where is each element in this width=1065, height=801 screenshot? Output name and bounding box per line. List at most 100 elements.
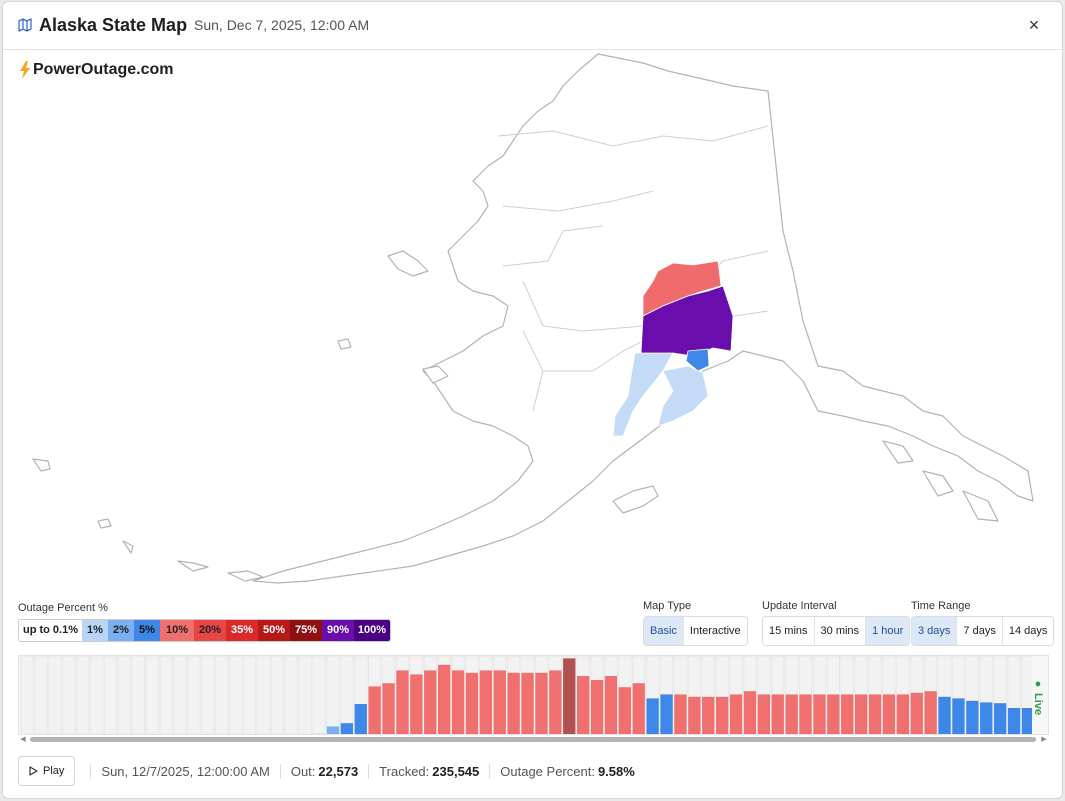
timeline-bar[interactable] bbox=[716, 696, 729, 735]
timeline-bar[interactable] bbox=[312, 733, 326, 735]
timeline-bar[interactable] bbox=[980, 702, 993, 735]
time-range-option[interactable]: 14 days bbox=[1008, 625, 1048, 637]
tracked-label: Tracked: bbox=[379, 763, 430, 779]
timeline-bar[interactable] bbox=[952, 698, 965, 735]
timeline-slot[interactable] bbox=[90, 656, 104, 735]
timeline-slot[interactable] bbox=[20, 656, 34, 735]
update-interval-option[interactable]: 30 mins bbox=[815, 617, 867, 645]
timeline-scrollbar[interactable]: ◀ ▶ bbox=[18, 735, 1049, 744]
timeline-bar[interactable] bbox=[368, 686, 381, 735]
timeline-bars[interactable] bbox=[19, 656, 1048, 735]
timeline-slot[interactable] bbox=[187, 656, 201, 735]
timeline-slot[interactable] bbox=[242, 656, 257, 735]
timeline-bar[interactable] bbox=[702, 696, 715, 735]
out-stat: Out: 22,573 bbox=[279, 763, 368, 779]
timeline-bar[interactable] bbox=[813, 694, 826, 735]
map-type-option[interactable]: Interactive bbox=[689, 625, 741, 637]
timeline-bar[interactable] bbox=[896, 694, 909, 735]
timeline-bar[interactable] bbox=[438, 664, 451, 735]
timeline-slot[interactable] bbox=[34, 656, 48, 735]
timeline-bar[interactable] bbox=[827, 694, 840, 735]
timeline-slot[interactable] bbox=[298, 656, 312, 735]
scroll-left-icon[interactable]: ◀ bbox=[20, 736, 26, 743]
timeline-bar[interactable] bbox=[924, 691, 937, 735]
play-button[interactable]: Play bbox=[18, 756, 76, 786]
timeline-bar[interactable] bbox=[563, 658, 576, 735]
timeline-slot[interactable] bbox=[117, 656, 132, 735]
outage-timeline[interactable] bbox=[18, 655, 1049, 735]
timeline-slot[interactable] bbox=[48, 656, 62, 735]
timeline-slot[interactable] bbox=[103, 656, 118, 735]
timeline-bar[interactable] bbox=[1007, 708, 1021, 735]
timeline-bar[interactable] bbox=[618, 687, 631, 735]
timeline-slot[interactable] bbox=[229, 656, 243, 735]
timeline-slot[interactable] bbox=[270, 656, 284, 735]
timeline-bar[interactable] bbox=[521, 672, 534, 735]
timeline-bar[interactable] bbox=[882, 694, 896, 735]
timeline-bar[interactable] bbox=[966, 700, 979, 735]
timeline-bar[interactable] bbox=[396, 670, 409, 735]
timeline-bar[interactable] bbox=[688, 696, 701, 735]
legend-item: 50% bbox=[258, 620, 290, 641]
timeline-bar[interactable] bbox=[632, 683, 645, 735]
footer-datetime-text: Sun, 12/7/2025, 12:00:00 AM bbox=[101, 763, 270, 779]
timeline-slot[interactable] bbox=[256, 656, 271, 735]
live-indicator[interactable]: ● Live bbox=[1032, 678, 1044, 716]
update-interval-option[interactable]: 1 hour bbox=[866, 617, 910, 645]
timeline-bar[interactable] bbox=[590, 680, 604, 735]
timeline-slot[interactable] bbox=[284, 656, 298, 735]
timeline-bar[interactable] bbox=[910, 692, 923, 735]
timeline-bar[interactable] bbox=[507, 672, 520, 735]
scroll-thumb[interactable] bbox=[30, 737, 1036, 742]
timeline-bar[interactable] bbox=[674, 694, 687, 735]
timeline-bar[interactable] bbox=[938, 696, 951, 735]
timeline-slot[interactable] bbox=[76, 656, 90, 735]
timeline-slot[interactable] bbox=[62, 656, 76, 735]
map-type-option[interactable]: Basic bbox=[644, 617, 684, 645]
footer-datetime: Sun, 12/7/2025, 12:00:00 AM bbox=[90, 763, 279, 779]
timeline-bar[interactable] bbox=[604, 676, 618, 735]
timeline-bar[interactable] bbox=[855, 694, 868, 735]
timeline-bar[interactable] bbox=[994, 703, 1007, 735]
timeline-slot[interactable] bbox=[159, 656, 173, 735]
timeline-bar[interactable] bbox=[729, 694, 743, 735]
timeline-bar[interactable] bbox=[799, 694, 812, 735]
timeline-bar[interactable] bbox=[424, 670, 437, 735]
timeline-bar[interactable] bbox=[340, 723, 353, 735]
alaska-map[interactable] bbox=[3, 51, 1064, 596]
timeline-bar[interactable] bbox=[465, 672, 479, 735]
timeline-bar[interactable] bbox=[785, 694, 798, 735]
timeline-bar[interactable] bbox=[757, 694, 770, 735]
timeline-bar[interactable] bbox=[771, 694, 784, 735]
time-range-option[interactable]: 3 days bbox=[912, 617, 958, 645]
timeline-bar[interactable] bbox=[493, 670, 506, 735]
timeline-slot[interactable] bbox=[201, 656, 215, 735]
timeline-bar[interactable] bbox=[354, 704, 367, 735]
close-button[interactable]: × bbox=[1028, 15, 1040, 35]
timeline-slot[interactable] bbox=[340, 656, 354, 735]
timeline-slot[interactable] bbox=[131, 656, 145, 735]
timeline-bar[interactable] bbox=[1021, 708, 1035, 735]
timeline-slot[interactable] bbox=[215, 656, 229, 735]
timeline-slot[interactable] bbox=[173, 656, 187, 735]
scroll-right-icon[interactable]: ▶ bbox=[1041, 736, 1047, 743]
timeline-slot[interactable] bbox=[326, 656, 340, 735]
update-interval-option[interactable]: 15 mins bbox=[763, 617, 815, 645]
time-range-option[interactable]: 7 days bbox=[957, 617, 1003, 645]
timeline-slot[interactable] bbox=[312, 656, 326, 735]
timeline-bar[interactable] bbox=[326, 726, 340, 735]
modal-header: Alaska State Map Sun, Dec 7, 2025, 12:00… bbox=[3, 2, 1062, 50]
timeline-bar[interactable] bbox=[535, 672, 548, 735]
timeline-bar[interactable] bbox=[451, 670, 465, 735]
timeline-bar[interactable] bbox=[868, 694, 882, 735]
timeline-bar[interactable] bbox=[549, 670, 562, 735]
timeline-bar[interactable] bbox=[479, 670, 492, 735]
timeline-bar[interactable] bbox=[743, 691, 757, 735]
timeline-bar[interactable] bbox=[410, 674, 423, 735]
timeline-bar[interactable] bbox=[646, 698, 659, 735]
timeline-slot[interactable] bbox=[145, 656, 159, 735]
timeline-bar[interactable] bbox=[382, 683, 395, 735]
timeline-bar[interactable] bbox=[841, 694, 854, 735]
timeline-bar[interactable] bbox=[660, 694, 673, 735]
timeline-bar[interactable] bbox=[577, 676, 590, 735]
